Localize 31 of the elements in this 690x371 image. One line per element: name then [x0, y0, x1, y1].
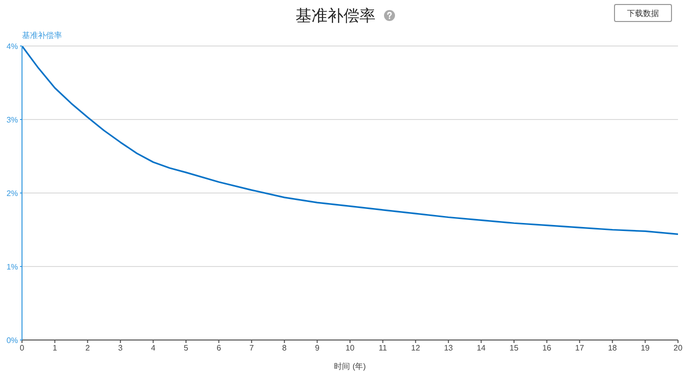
x-tick-label: 18 — [608, 344, 618, 353]
x-tick-label: 7 — [249, 344, 254, 353]
line-series — [22, 46, 678, 235]
text: 下载数据 — [614, 4, 672, 22]
x-axis-title: 时间 (年) — [334, 362, 366, 371]
x-tick-label: 17 — [575, 344, 585, 353]
x-tick-label: 13 — [444, 344, 454, 353]
y-tick-label: 1% — [6, 262, 18, 272]
y-tick-label: 2% — [6, 188, 18, 198]
x-tick-label: 0 — [20, 344, 25, 353]
x-tick-label: 11 — [378, 344, 388, 353]
x-tick-label: 20 — [674, 344, 683, 353]
x-tick-label: 6 — [216, 344, 222, 353]
x-tick-label: 10 — [346, 344, 355, 353]
x-tick-label: 14 — [476, 344, 486, 353]
y-tick-label: 3% — [6, 115, 18, 124]
x-tick-label: 2 — [85, 344, 90, 353]
x-tick-label: 3 — [118, 344, 124, 353]
x-tick-label: 19 — [640, 344, 650, 353]
x-tick-label: 16 — [542, 344, 552, 353]
x-tick-label: 12 — [411, 344, 421, 353]
x-tick-label: 4 — [150, 344, 156, 353]
x-tick-label: 5 — [184, 344, 189, 353]
y-tick-label: 4% — [6, 42, 18, 51]
x-tick-label: 15 — [510, 344, 519, 353]
chart-title: 基准补偿率 — [296, 8, 376, 25]
y-axis-title: 基准补偿率 — [22, 30, 62, 41]
x-tick-label: 9 — [314, 344, 320, 353]
x-tick-label: 8 — [282, 344, 288, 353]
x-tick-label: 1 — [52, 344, 58, 353]
y-tick-label: 0% — [6, 336, 18, 345]
